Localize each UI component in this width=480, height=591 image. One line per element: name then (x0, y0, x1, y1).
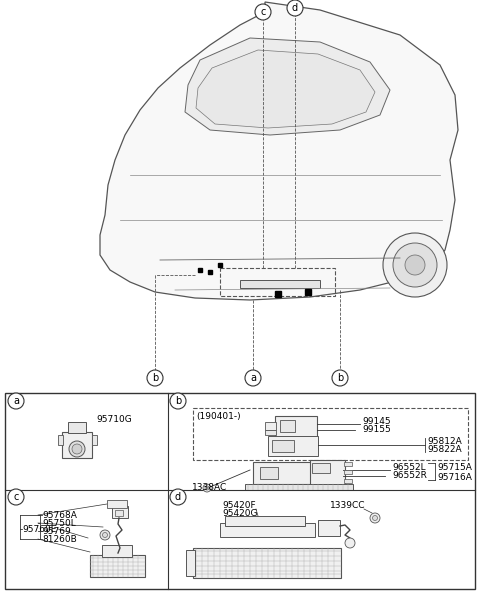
Bar (115, 510, 123, 516)
Circle shape (170, 489, 186, 505)
Text: 95750L: 95750L (42, 518, 76, 528)
Bar (62, 432, 92, 458)
Text: 99145: 99145 (362, 417, 391, 427)
Text: 95715A: 95715A (437, 463, 472, 472)
Bar (268, 436, 318, 456)
Circle shape (332, 370, 348, 386)
Text: c: c (260, 7, 266, 17)
Text: 95420F: 95420F (222, 501, 256, 509)
Text: b: b (175, 396, 181, 406)
Bar (112, 506, 128, 518)
Bar (272, 440, 294, 452)
Circle shape (147, 370, 163, 386)
Circle shape (372, 515, 377, 521)
Text: 95812A: 95812A (427, 437, 462, 446)
Circle shape (245, 370, 261, 386)
Bar (58, 435, 63, 445)
Bar (275, 416, 317, 448)
Bar (265, 422, 276, 430)
Text: b: b (152, 373, 158, 383)
Bar (68, 422, 86, 433)
Text: a: a (250, 373, 256, 383)
Text: d: d (292, 3, 298, 13)
Text: 95420G: 95420G (222, 508, 257, 518)
Text: 1338AC: 1338AC (192, 482, 227, 492)
Text: 95716A: 95716A (437, 472, 472, 482)
Text: 99155: 99155 (362, 426, 391, 434)
Bar (240, 280, 320, 288)
Circle shape (405, 255, 425, 275)
Bar (107, 500, 127, 508)
Bar (310, 460, 345, 488)
Circle shape (69, 441, 85, 457)
Bar (280, 420, 295, 432)
Text: 95822A: 95822A (427, 446, 462, 454)
Bar (186, 550, 195, 576)
Text: 95710G: 95710G (96, 415, 132, 424)
Bar (344, 470, 352, 474)
Bar (245, 484, 353, 490)
Circle shape (205, 486, 209, 490)
Text: 95769: 95769 (42, 527, 71, 535)
Bar (5, 393, 475, 589)
Circle shape (370, 513, 380, 523)
Circle shape (103, 532, 108, 537)
Bar (102, 545, 132, 557)
Bar (220, 523, 315, 537)
Bar (92, 435, 97, 445)
Circle shape (8, 393, 24, 409)
Text: 1339CC: 1339CC (330, 501, 365, 509)
Circle shape (287, 0, 303, 16)
Bar (312, 463, 330, 473)
Bar (260, 467, 278, 479)
Text: 96552L: 96552L (392, 463, 426, 472)
Text: b: b (337, 373, 343, 383)
Text: 81260B: 81260B (42, 534, 77, 544)
Bar (90, 555, 145, 577)
Text: 95760E: 95760E (22, 524, 56, 534)
Bar (220, 268, 335, 296)
Bar (253, 462, 311, 484)
Text: 95768A: 95768A (42, 511, 77, 519)
Text: (190401-): (190401-) (196, 411, 240, 421)
Circle shape (170, 393, 186, 409)
Bar (193, 408, 468, 460)
Circle shape (345, 538, 355, 548)
Bar (318, 520, 340, 536)
Text: 96552R: 96552R (392, 472, 427, 480)
Polygon shape (185, 38, 390, 135)
Bar (225, 516, 305, 526)
Bar (265, 430, 276, 435)
Bar (344, 479, 352, 483)
Circle shape (100, 530, 110, 540)
Circle shape (383, 233, 447, 297)
Text: a: a (13, 396, 19, 406)
Circle shape (8, 489, 24, 505)
Text: c: c (13, 492, 19, 502)
Text: d: d (175, 492, 181, 502)
Polygon shape (100, 2, 458, 300)
Circle shape (72, 444, 82, 454)
Polygon shape (196, 50, 375, 128)
Bar (193, 548, 341, 578)
Bar (344, 462, 352, 466)
Circle shape (203, 484, 211, 492)
Circle shape (393, 243, 437, 287)
Circle shape (255, 4, 271, 20)
